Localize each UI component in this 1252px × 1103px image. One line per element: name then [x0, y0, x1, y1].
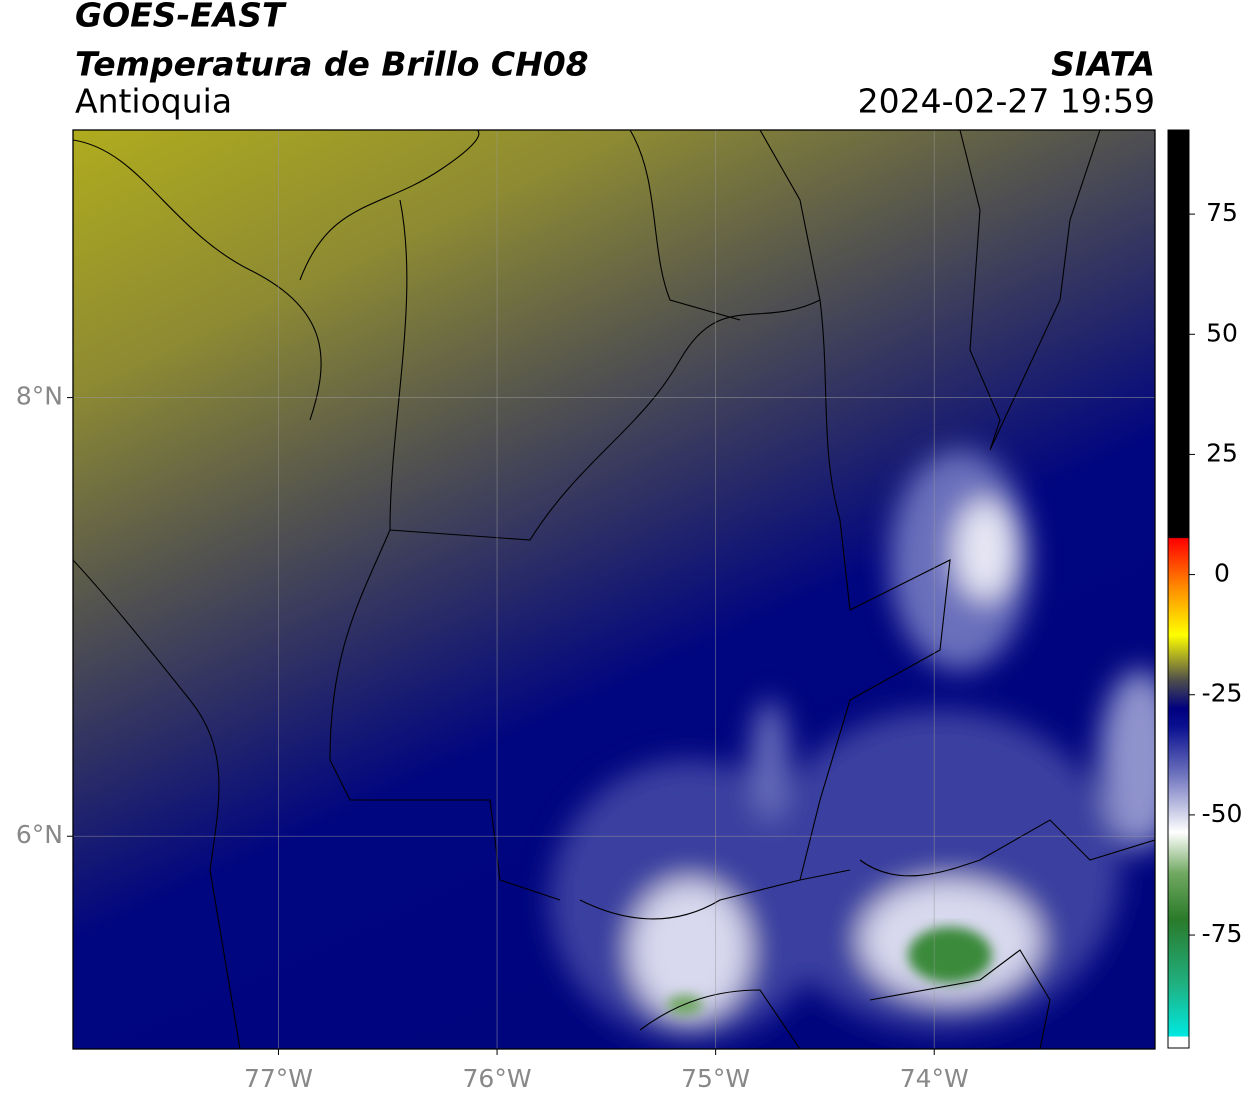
boundary-lines [73, 130, 1155, 1049]
y-tick-label: 8°N [16, 382, 63, 411]
cloud-field [550, 450, 1155, 1040]
title: GOES-EAST [75, 0, 287, 35]
colorbar-tick-label: -75 [1202, 919, 1243, 948]
x-tick-label: 75°W [681, 1064, 750, 1093]
region: Antioquia [75, 82, 232, 121]
y-tick-label: 6°N [16, 820, 63, 849]
grid [73, 130, 1155, 1049]
colorbar-tick-label: -25 [1202, 679, 1243, 708]
datetime: 2024-02-27 19:59 [858, 82, 1155, 121]
colorbar-tick-label: 0 [1214, 559, 1230, 588]
x-tick-label: 77°W [244, 1064, 313, 1093]
tick-group: 77°W 76°W 75°W 74°W 8°N 6°N 75 50 25 0 -25 -50 -75 [16, 198, 1243, 1093]
colorbar-tick-label: -50 [1202, 799, 1243, 828]
colorbar-tick-label: 50 [1206, 318, 1238, 347]
cold-core [667, 927, 992, 1015]
subtitle: Temperatura de Brillo CH08 [75, 45, 589, 84]
x-tick-label: 74°W [900, 1064, 969, 1093]
source: SIATA [1051, 45, 1155, 84]
x-tick-label: 76°W [463, 1064, 532, 1093]
colorbar-tick-label: 75 [1206, 198, 1238, 227]
map-frame [72, 129, 1156, 1050]
map-area [73, 130, 1155, 1049]
colorbar-tick-label: 25 [1206, 438, 1238, 467]
colorbar [1167, 129, 1190, 1049]
